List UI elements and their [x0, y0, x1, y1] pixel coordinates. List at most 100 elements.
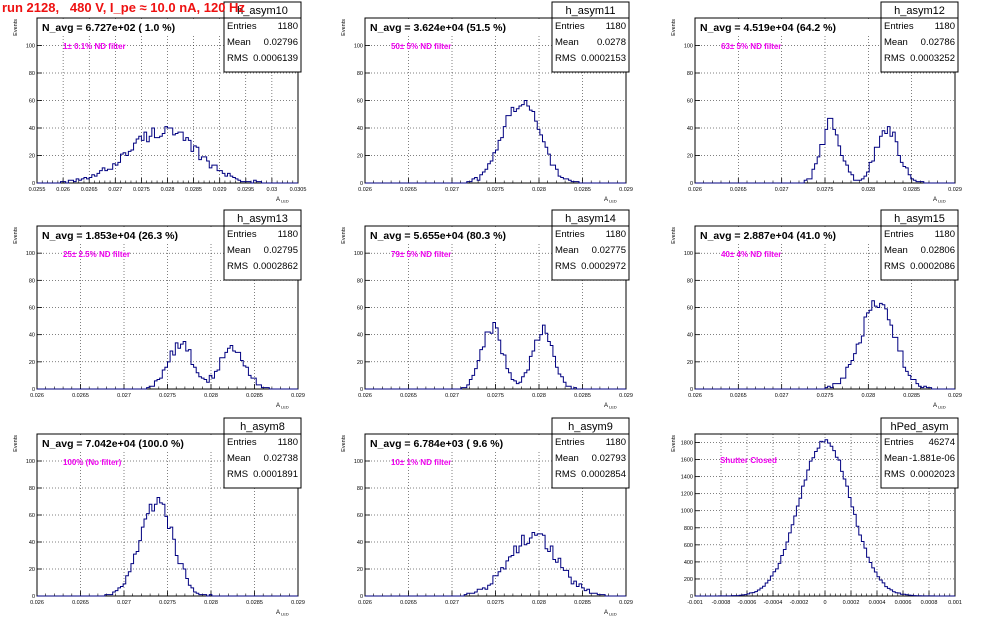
- histogram-panel-h_asym12: 0.026 0.0265 0.027 0.0275 0.028 0.0285 0.029 0 2…: [671, 1, 962, 204]
- x-tick-label: 0.027: [117, 600, 131, 606]
- y-tick-label: 1800: [681, 441, 693, 447]
- x-axis-label: ALED: [276, 197, 289, 204]
- x-tick-label: 0.0295: [237, 187, 254, 193]
- x-tick-label: 0.029: [619, 187, 633, 193]
- stats-label: Mean: [884, 37, 908, 48]
- run-title: run 2128, 480 V, I_pe ≈ 10.0 nA, 120 Hz: [2, 0, 245, 15]
- y-tick-label: 1200: [681, 492, 693, 498]
- stats-label: Entries: [227, 21, 257, 32]
- y-tick-label: 80: [29, 486, 35, 492]
- y-tick-label: 80: [687, 278, 693, 284]
- y-axis-label: Events: [341, 19, 347, 36]
- y-tick-label: 40: [357, 540, 363, 546]
- stats-value: 1180: [278, 437, 298, 448]
- stats-label: RMS: [227, 469, 248, 480]
- x-tick-label: 0.029: [948, 393, 962, 399]
- x-tick-label: 0.001: [948, 600, 962, 606]
- y-tick-label: 200: [684, 577, 693, 583]
- y-tick-label: 1400: [681, 475, 693, 481]
- summary-box: [38, 227, 221, 242]
- x-tick-label: 0.0008: [921, 600, 938, 606]
- x-tick-label: 0.026: [30, 600, 44, 606]
- x-tick-label: 0.029: [948, 187, 962, 193]
- summary-box: [38, 435, 221, 450]
- x-axis-label: ALED: [933, 197, 946, 204]
- stats-label: Mean: [884, 245, 908, 256]
- filter-annotation: 25± 2.5% ND filter: [63, 250, 130, 259]
- stats-label: Mean: [227, 453, 251, 464]
- summary-text: N_avg = 5.655e+04 (80.3 %): [370, 230, 506, 242]
- stats-value: 1180: [606, 437, 626, 448]
- y-tick-label: 40: [357, 333, 363, 339]
- x-tick-label: 0.0285: [185, 187, 202, 193]
- summary-box: [366, 19, 549, 34]
- x-tick-label: 0.0285: [574, 187, 591, 193]
- y-tick-label: 0: [32, 387, 35, 393]
- histogram-line: [37, 496, 298, 597]
- x-tick-label: 0.0265: [730, 393, 747, 399]
- y-tick-label: 0: [690, 594, 693, 600]
- x-tick-label: 0.028: [532, 187, 546, 193]
- x-tick-label: -0.0004: [764, 600, 783, 606]
- x-tick-label: 0.027: [117, 393, 131, 399]
- stats-box: [551, 417, 630, 489]
- y-axis-label: Events: [13, 19, 19, 36]
- x-tick-label: 0.026: [358, 187, 372, 193]
- x-tick-label: 0.0265: [81, 187, 98, 193]
- stats-value: 46274: [929, 437, 955, 448]
- x-tick-label: 0.028: [204, 600, 218, 606]
- x-tick-label: 0.0265: [400, 187, 417, 193]
- stats-value: 0.0002972: [581, 261, 626, 272]
- stats-value: 0.02793: [592, 453, 626, 464]
- x-tick-label: 0.028: [861, 393, 875, 399]
- stats-label: Entries: [884, 21, 914, 32]
- y-tick-label: 40: [29, 540, 35, 546]
- filter-annotation: 100% (No filter): [63, 458, 122, 467]
- histogram-line: [365, 100, 626, 184]
- y-tick-label: 1000: [681, 509, 693, 515]
- y-tick-label: 0: [32, 594, 35, 600]
- y-axis-label: Events: [341, 227, 347, 244]
- stats-label: Entries: [555, 21, 585, 32]
- y-tick-label: 60: [687, 99, 693, 105]
- stats-box: [223, 209, 302, 281]
- stats-value: 1180: [606, 229, 626, 240]
- stats-value: 0.02806: [921, 245, 955, 256]
- stats-label: Entries: [555, 437, 585, 448]
- x-tick-label: 0.0285: [246, 393, 263, 399]
- y-tick-label: 80: [357, 486, 363, 492]
- stats-box: [223, 417, 302, 489]
- stats-value: 0.02775: [592, 245, 626, 256]
- stats-label: RMS: [884, 53, 905, 64]
- stats-box: [880, 1, 959, 73]
- y-tick-label: 0: [690, 181, 693, 187]
- x-tick-label: 0.0305: [290, 187, 307, 193]
- stats-value: 1180: [278, 21, 298, 32]
- x-tick-label: -0.0006: [738, 600, 757, 606]
- x-axis-label: ALED: [604, 610, 617, 617]
- x-tick-label: 0.029: [291, 393, 305, 399]
- stats-label: RMS: [227, 53, 248, 64]
- histogram-panel-h_asym9: 0.026 0.0265 0.027 0.0275 0.028 0.0285 0.029 0 2…: [341, 417, 633, 617]
- x-tick-label: 0.0275: [159, 600, 176, 606]
- histogram-line: [365, 532, 626, 597]
- stats-value: 0.02795: [264, 245, 298, 256]
- histogram-name: hPed_asym: [890, 421, 948, 433]
- x-tick-label: 0.029: [619, 393, 633, 399]
- stats-label: RMS: [227, 261, 248, 272]
- stats-value: 0.0278: [597, 37, 626, 48]
- x-tick-label: 0.026: [358, 600, 372, 606]
- stats-box: [223, 1, 302, 73]
- histogram-panel-h_asym11: 0.026 0.0265 0.027 0.0275 0.028 0.0285 0.029 0 2…: [341, 1, 633, 204]
- y-tick-label: 0: [360, 387, 363, 393]
- x-tick-label: -0.0008: [712, 600, 731, 606]
- stats-label: RMS: [555, 53, 576, 64]
- x-tick-label: 0.028: [532, 600, 546, 606]
- histogram-name: h_asym13: [237, 213, 288, 225]
- histogram-name: h_asym9: [568, 421, 613, 433]
- x-tick-label: 0.0002: [843, 600, 860, 606]
- x-tick-label: 0.027: [108, 187, 122, 193]
- y-axis-label: Events: [341, 435, 347, 452]
- histogram-line: [695, 300, 955, 390]
